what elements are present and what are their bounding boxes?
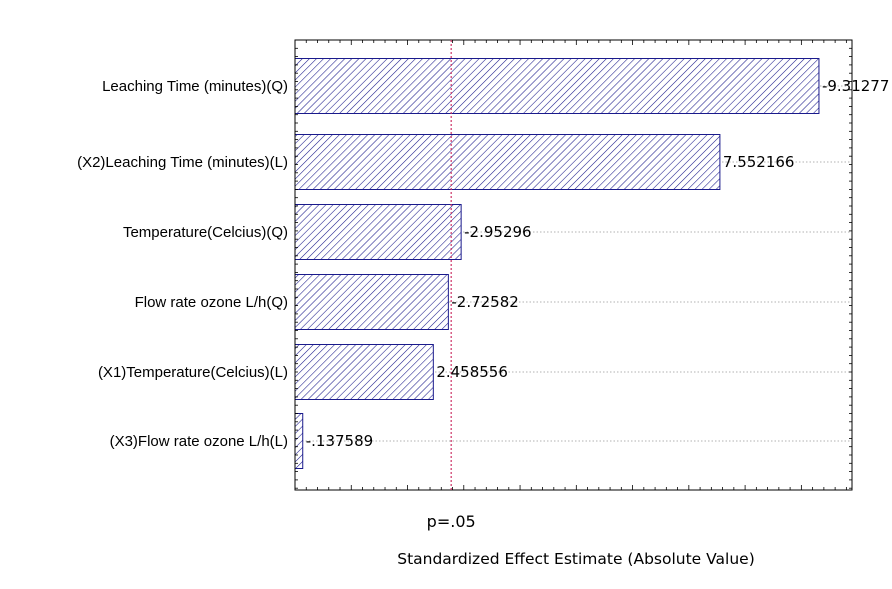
value-label: -2.95296	[464, 223, 531, 241]
bar	[294, 134, 721, 190]
value-label: -2.72582	[451, 293, 518, 311]
category-label: Leaching Time (minutes)(Q)	[102, 78, 288, 95]
category-label: Flow rate ozone L/h(Q)	[135, 294, 288, 311]
category-label: (X1)Temperature(Celcius)(L)	[98, 364, 288, 381]
category-label: Temperature(Celcius)(Q)	[123, 224, 288, 241]
category-label: (X3)Flow rate ozone L/h(L)	[110, 433, 288, 450]
category-label: (X2)Leaching Time (minutes)(L)	[77, 154, 288, 171]
value-labels: -9.31277 7.552166 -2.95296 -2.72582 2.458556…	[306, 77, 890, 450]
value-label: 2.458556	[436, 363, 508, 381]
bar	[294, 58, 820, 114]
plot-frame	[294, 39, 853, 491]
value-label: -.137589	[306, 432, 373, 450]
bars	[294, 58, 820, 469]
bar	[294, 204, 462, 260]
value-label: 7.552166	[723, 153, 795, 171]
value-label: -9.31277	[822, 77, 889, 95]
x-axis-label: Standardized Effect Estimate (Absolute V…	[397, 550, 755, 568]
bar	[294, 344, 434, 400]
category-labels: Leaching Time (minutes)(Q) (X2)Leaching T…	[77, 78, 288, 450]
significance-label: p=.05	[427, 512, 476, 531]
axis-ticks	[294, 39, 852, 490]
bar	[294, 274, 449, 330]
